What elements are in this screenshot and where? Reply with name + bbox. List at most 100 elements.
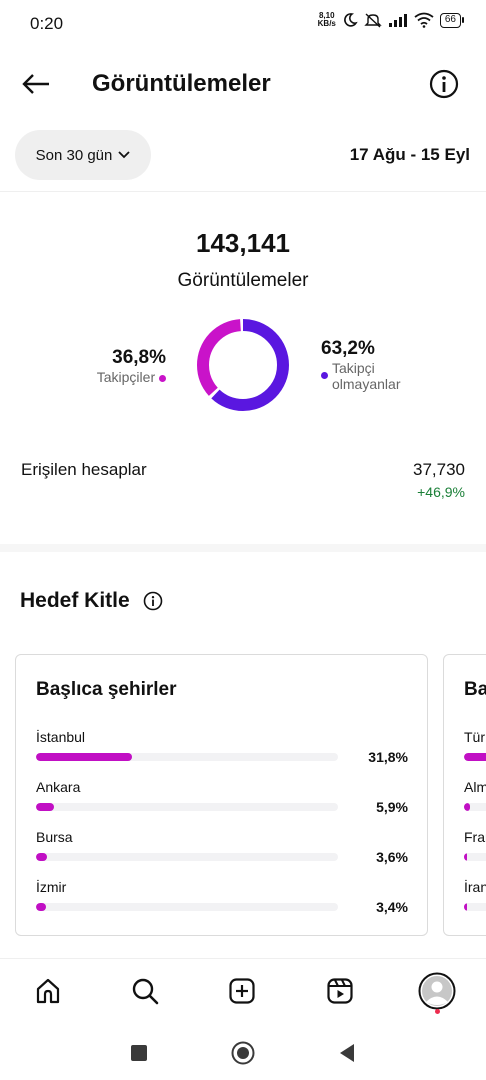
date-range-dropdown[interactable]: Son 30 gün	[15, 130, 151, 180]
app-header: Görüntülemeler	[0, 58, 486, 110]
status-bar: 0:20 8,10 KB/s 66	[0, 0, 486, 48]
nonfollowers-label-line1: Takipçi	[332, 360, 375, 376]
mute-icon	[364, 13, 382, 28]
nonfollowers-legend: Takipçi olmayanlar	[321, 360, 400, 392]
bottom-navigation	[0, 958, 486, 1022]
info-button[interactable]	[428, 68, 460, 100]
views-donut-chart	[197, 319, 289, 411]
recent-apps-icon	[131, 1045, 147, 1061]
page-title: Görüntülemeler	[92, 70, 271, 97]
city-name: Ankara	[36, 779, 81, 795]
top-cities-card[interactable]: Başlıca şehirler İstanbul 31,8% Ankara 5,9%…	[15, 654, 428, 936]
info-icon	[429, 69, 459, 99]
country-bar-track	[464, 903, 486, 911]
profile-icon	[418, 972, 456, 1010]
nav-reels[interactable]	[320, 971, 360, 1011]
city-row: İstanbul 31,8%	[36, 729, 416, 775]
country-row: Tür	[464, 729, 486, 775]
system-home-button[interactable]	[228, 1038, 258, 1068]
back-triangle-icon	[340, 1044, 354, 1062]
wifi-icon	[414, 12, 434, 28]
create-icon	[229, 978, 255, 1004]
audience-info-button[interactable]	[143, 591, 163, 611]
notification-dot	[435, 1009, 440, 1014]
city-name: İstanbul	[36, 729, 86, 745]
recent-apps-button[interactable]	[124, 1038, 154, 1068]
followers-dot	[159, 374, 166, 382]
top-countries-title: Ba	[464, 679, 486, 700]
moon-icon	[343, 13, 358, 27]
city-percent: 3,6%	[376, 849, 408, 865]
accounts-reached-change: +46,9%	[417, 484, 465, 500]
country-bar-fill	[464, 803, 471, 811]
followers-legend: Takipçiler	[97, 369, 166, 385]
network-speed-unit: KB/s	[317, 19, 336, 28]
system-navigation	[0, 1022, 486, 1080]
city-row: İzmir 3,4%	[36, 879, 416, 925]
info-icon	[143, 591, 163, 611]
chevron-down-icon	[118, 151, 131, 159]
nonfollowers-label-line2: olmayanlar	[332, 376, 401, 392]
nonfollowers-dot	[321, 372, 328, 379]
total-views-value: 143,141	[196, 228, 290, 258]
city-bar-track	[36, 853, 338, 861]
country-bar-fill	[464, 753, 486, 761]
city-row: Bursa 3,6%	[36, 829, 416, 875]
section-divider	[0, 544, 486, 552]
nonfollowers-percent: 63,2%	[321, 338, 375, 359]
country-name: Tür	[464, 729, 485, 745]
city-bar-fill	[36, 803, 54, 811]
country-bar-fill	[464, 903, 468, 911]
top-countries-card[interactable]: Ba Tür Alm Fran İran	[443, 654, 486, 936]
arrow-left-icon	[22, 74, 49, 94]
battery-tip	[462, 17, 464, 23]
status-icons: 8,10 KB/s 66	[318, 12, 464, 28]
country-row: Fran	[464, 829, 486, 875]
nav-profile[interactable]	[417, 971, 457, 1011]
reels-icon	[327, 978, 353, 1004]
country-bar-track	[464, 803, 486, 811]
audience-title: Hedef Kitle	[20, 589, 130, 612]
country-bar-fill	[464, 853, 468, 861]
nonfollowers-label: Takipçi olmayanlar	[332, 360, 400, 392]
city-percent: 31,8%	[368, 749, 408, 765]
nav-create[interactable]	[222, 971, 262, 1011]
country-name: Fran	[464, 829, 486, 845]
city-bar-fill	[36, 753, 133, 761]
city-percent: 3,4%	[376, 899, 408, 915]
donut-slice-nonfollowers	[197, 319, 289, 411]
date-range-text: 17 Ağu - 15 Eyl	[349, 145, 470, 164]
home-circle-icon	[231, 1041, 255, 1065]
followers-label: Takipçiler	[96, 369, 156, 385]
city-bar-track	[36, 803, 338, 811]
battery-level: 66	[439, 12, 461, 28]
nav-home[interactable]	[28, 971, 68, 1011]
city-bar-fill	[36, 903, 47, 911]
battery-indicator: 66	[439, 12, 464, 28]
accounts-reached-value: 37,730	[413, 460, 465, 479]
country-bar-track	[464, 753, 486, 761]
followers-share: 36,8% Takipçiler	[97, 347, 166, 385]
nonfollowers-share: 63,2% Takipçi olmayanlar	[321, 338, 400, 392]
followers-percent: 36,8%	[112, 347, 166, 368]
accounts-reached-label: Erişilen hesaplar	[21, 460, 147, 479]
country-row: İran	[464, 879, 486, 925]
total-views-label: Görüntülemeler	[177, 270, 309, 291]
city-name: İzmir	[36, 879, 67, 895]
top-cities-title: Başlıca şehirler	[36, 679, 177, 700]
country-bar-track	[464, 853, 486, 861]
city-name: Bursa	[36, 829, 73, 845]
signal-icon	[388, 14, 407, 27]
back-button[interactable]	[18, 68, 54, 100]
country-name: İran	[464, 879, 486, 895]
city-percent: 5,9%	[376, 799, 408, 815]
city-bar-track	[36, 753, 338, 761]
country-row: Alm	[464, 779, 486, 825]
home-icon	[36, 978, 60, 1004]
status-time: 0:20	[30, 14, 64, 33]
country-name: Alm	[464, 779, 486, 795]
donut-slice-followers	[197, 319, 289, 411]
nav-search[interactable]	[125, 971, 165, 1011]
system-back-button[interactable]	[332, 1038, 362, 1068]
search-icon	[132, 978, 159, 1005]
